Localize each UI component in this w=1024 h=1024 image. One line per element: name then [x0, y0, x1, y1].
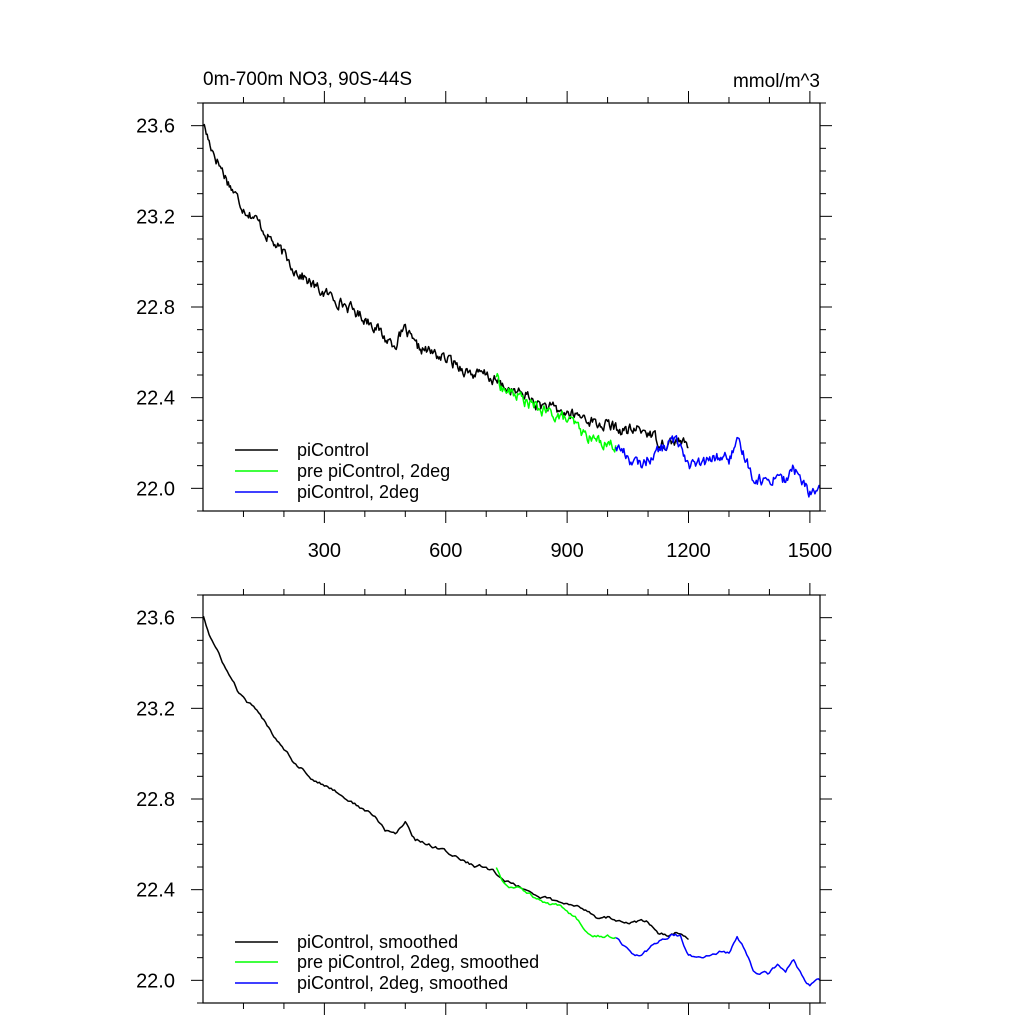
- y-tick-label: 23.6: [136, 608, 175, 630]
- y-tick-label: 23.6: [136, 116, 175, 138]
- series-line-picontrol-smoothed: [202, 615, 689, 941]
- series-line-picontrol: [202, 123, 689, 452]
- x-tick-label: 300: [308, 540, 341, 562]
- y-tick-label: 22.4: [136, 880, 175, 902]
- legend-label-picontrol-2deg: piControl, 2deg: [297, 482, 419, 502]
- chart-units-label: mmol/m^3: [733, 71, 820, 92]
- x-tick-label: 1200: [666, 540, 711, 562]
- top-chart-panel: 0m-700m NO3, 90S-44S mmol/m^3 22.022.422…: [136, 69, 832, 562]
- legend: piControl, smoothed pre piControl, 2deg,…: [235, 932, 539, 993]
- x-tick-label: 600: [429, 540, 462, 562]
- bottom-chart-panel: 22.0 22.4 22.8 23.2 23.6 piControl, smoothed…: [136, 583, 832, 1015]
- x-tick-label: 1500: [788, 540, 833, 562]
- legend: piControl pre piControl, 2deg piControl,…: [235, 440, 450, 502]
- axes-layer: 22.0 22.4 22.8 23.2 23.6 300 600 900 1200 1500: [136, 91, 832, 562]
- y-tick-label: 22.4: [136, 388, 175, 410]
- series-layer: [202, 123, 821, 498]
- y-tick-label: 22.8: [136, 297, 175, 319]
- y-tick-label: 23.2: [136, 698, 175, 720]
- series-line-picontrol-2deg-smoothed: [615, 933, 821, 987]
- legend-label-picontrol-smoothed: piControl, smoothed: [297, 932, 458, 952]
- plot-frame: [202, 102, 821, 512]
- legend-label-pre-picontrol-2deg: pre piControl, 2deg: [297, 461, 450, 481]
- chart-title: 0m-700m NO3, 90S-44S: [203, 69, 412, 90]
- series-line-picontrol-2deg: [614, 434, 821, 498]
- y-tick-label: 22.0: [136, 478, 175, 500]
- y-tick-label: 22.8: [136, 789, 175, 811]
- x-tick-label: 900: [550, 540, 583, 562]
- series-line-pre-picontrol-2deg-smoothed: [495, 867, 617, 940]
- y-tick-label: 22.0: [136, 970, 175, 992]
- legend-label-pre-picontrol-2deg-smoothed: pre piControl, 2deg, smoothed: [297, 952, 539, 972]
- y-tick-label: 23.2: [136, 206, 175, 228]
- series-line-pre-picontrol-2deg: [495, 372, 617, 453]
- plot-frame: [202, 594, 821, 1004]
- legend-label-picontrol-2deg-smoothed: piControl, 2deg, smoothed: [297, 973, 508, 993]
- axes-layer: 22.0 22.4 22.8 23.2 23.6: [136, 583, 832, 1015]
- series-layer: [202, 615, 821, 987]
- legend-label-picontrol: piControl: [297, 440, 369, 460]
